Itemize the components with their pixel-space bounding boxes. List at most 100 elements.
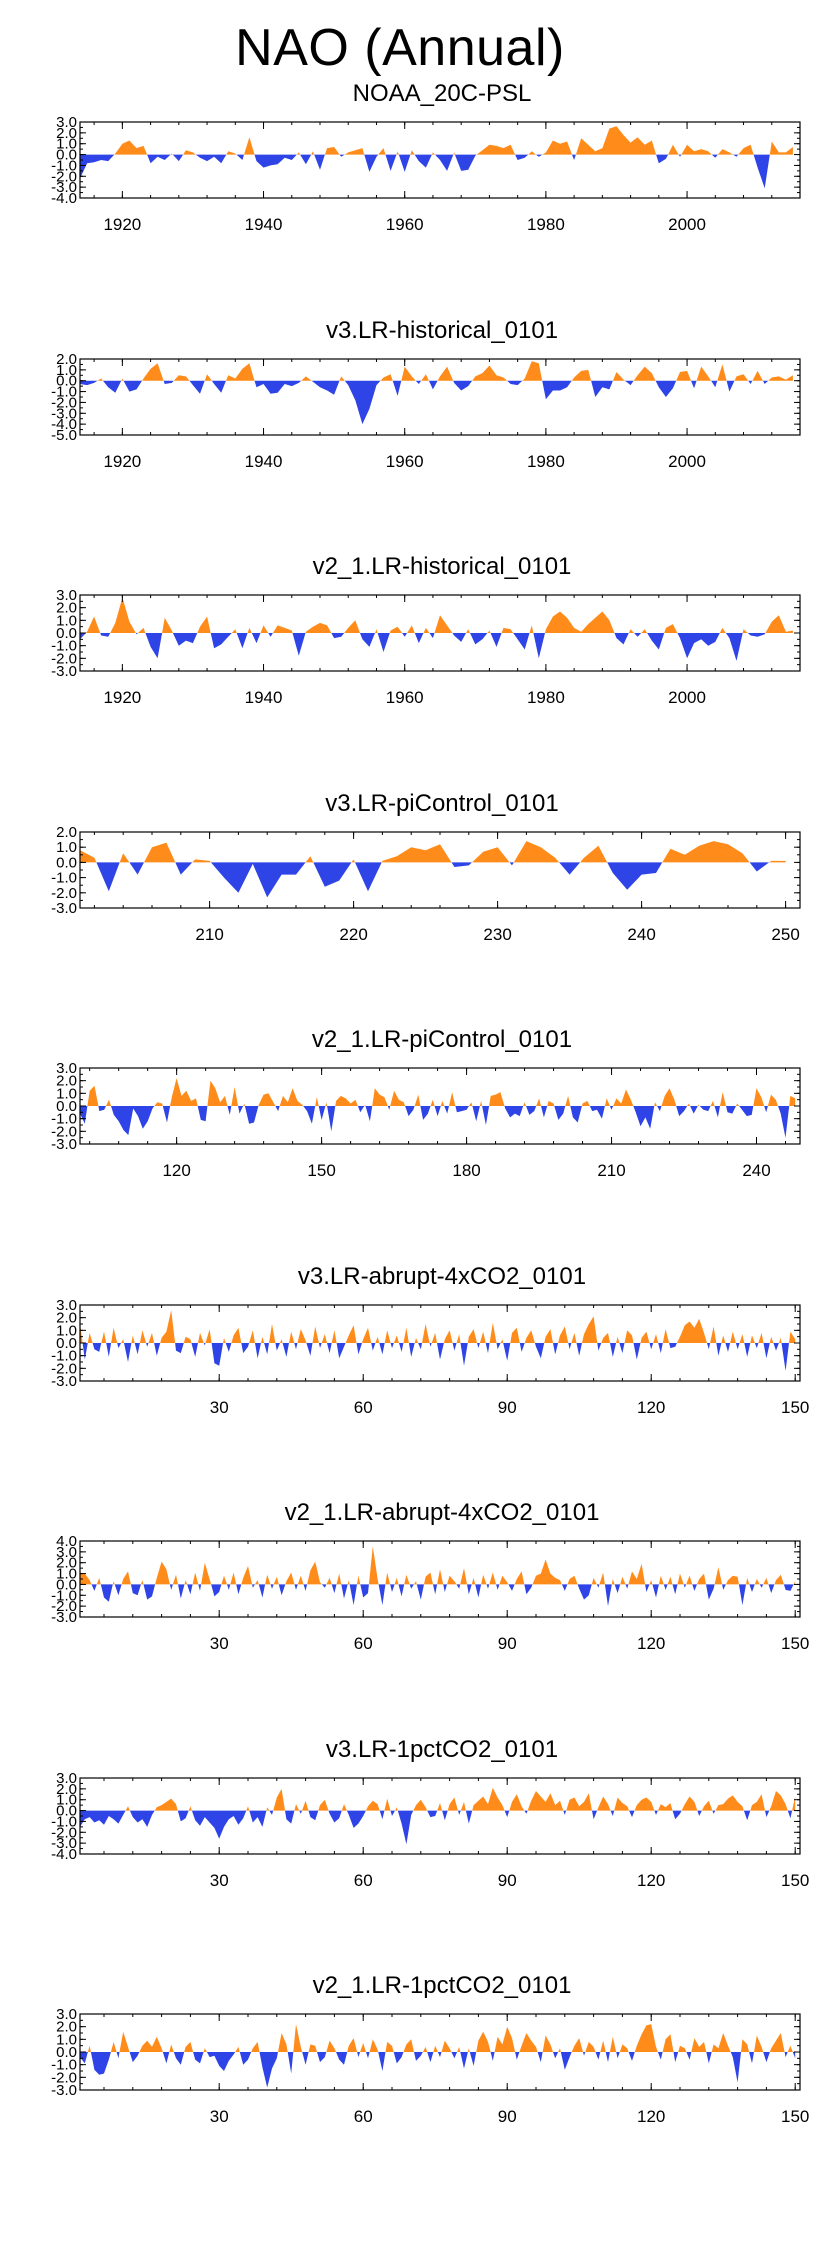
y-tick-label: -2.0 bbox=[51, 1123, 77, 1140]
y-tick-label: -3.0 bbox=[51, 1609, 77, 1626]
plot-frame bbox=[79, 1776, 801, 1855]
y-tick-label: -2.0 bbox=[51, 168, 77, 185]
chart-svg: v3.LR-abrupt-4xCO2_01013.02.01.00.0-1.0-… bbox=[51, 1263, 809, 1417]
x-tick-label: 210 bbox=[597, 1161, 625, 1180]
x-tick-label: 1980 bbox=[527, 215, 565, 234]
x-tick-label: 30 bbox=[210, 1634, 229, 1653]
x-tick-label: 1920 bbox=[103, 452, 141, 471]
y-tick-label: 0.0 bbox=[56, 1802, 77, 1819]
y-tick-label: 0.0 bbox=[56, 1576, 77, 1593]
y-tick-label: 1.0 bbox=[56, 2031, 77, 2048]
y-tick-label: -3.0 bbox=[51, 2082, 77, 2099]
y-tick-label: 2.0 bbox=[56, 1555, 77, 1572]
y-tick-label: 2.0 bbox=[56, 600, 77, 617]
y-tick-label: -3.0 bbox=[51, 1835, 77, 1852]
x-tick-label: 30 bbox=[210, 1398, 229, 1417]
y-tick-label: -2.0 bbox=[51, 1360, 77, 1377]
y-tick-label: -1.0 bbox=[51, 1587, 77, 1604]
y-tick-label: -4.0 bbox=[51, 1846, 77, 1863]
y-tick-label: 2.0 bbox=[56, 1780, 77, 1797]
chart-title: v3.LR-abrupt-4xCO2_0101 bbox=[298, 1263, 586, 1290]
y-tick-label: 0.0 bbox=[56, 625, 77, 642]
x-tick-label: 90 bbox=[498, 1398, 517, 1417]
x-tick-label: 90 bbox=[498, 1634, 517, 1653]
negative-anomaly-area bbox=[80, 1584, 796, 1607]
y-tick-label: 2.0 bbox=[56, 2019, 77, 2036]
chart-panel: v2_1.LR-piControl_0101 3.0 2.0 1.0 0.0 -1.0 -2… bbox=[0, 1018, 829, 1254]
y-tick-label: -2.0 bbox=[51, 1598, 77, 1615]
y-tick-label: -2.0 bbox=[51, 650, 77, 667]
y-tick-label: 0.0 bbox=[56, 1098, 77, 1115]
figure-title: NAO (Annual) bbox=[235, 19, 565, 77]
x-tick-label: 150 bbox=[781, 1871, 809, 1890]
negative-anomaly-area bbox=[80, 1342, 796, 1371]
x-tick-label: 2000 bbox=[668, 215, 706, 234]
positive-anomaly-area bbox=[80, 1309, 796, 1343]
chart-title: NOAA_20C-PSL bbox=[353, 80, 532, 107]
x-tick-label: 150 bbox=[781, 2107, 809, 2126]
x-tick-label: 2000 bbox=[668, 688, 706, 707]
y-tick-label: 3.0 bbox=[56, 1770, 77, 1787]
x-tick-label: 240 bbox=[742, 1161, 770, 1180]
y-tick-label: -3.0 bbox=[51, 900, 77, 917]
y-tick-label: 3.0 bbox=[56, 2006, 77, 2023]
y-tick-label: 1.0 bbox=[56, 361, 77, 378]
positive-anomaly-area bbox=[80, 597, 793, 633]
negative-anomaly-area bbox=[80, 633, 793, 661]
positive-anomaly-area bbox=[80, 360, 793, 381]
x-tick-label: 1940 bbox=[245, 688, 283, 707]
positive-anomaly-area bbox=[80, 2024, 796, 2052]
x-tick-label: 150 bbox=[781, 1634, 809, 1653]
y-tick-label: -1.0 bbox=[51, 157, 77, 174]
negative-anomaly-area bbox=[80, 154, 793, 189]
negative-anomaly-area bbox=[80, 1810, 796, 1844]
chart-panel: v3.LR-piControl_0101 2.0 1.0 0.0 -1.0 -2.0 -3.… bbox=[0, 782, 829, 1018]
y-tick-label: -1.0 bbox=[51, 1347, 77, 1364]
y-tick-label: 3.0 bbox=[56, 587, 77, 604]
y-tick-label: 0.0 bbox=[56, 2044, 77, 2061]
negative-anomaly-area bbox=[80, 1106, 796, 1138]
y-tick-label: 3.0 bbox=[56, 1297, 77, 1314]
x-tick-label: 30 bbox=[210, 1871, 229, 1890]
y-tick-label: 1.0 bbox=[56, 839, 77, 856]
y-tick-label: 1.0 bbox=[56, 1791, 77, 1808]
y-tick-label: 3.0 bbox=[56, 1060, 77, 1077]
y-tick-label: -3.0 bbox=[51, 663, 77, 680]
y-tick-label: -4.0 bbox=[51, 416, 77, 433]
chart-svg: v2_1.LR-piControl_0101 3.02.01.00.0-1.0-2… bbox=[51, 1026, 801, 1180]
y-tick-label: 2.0 bbox=[56, 351, 77, 368]
x-tick-label: 120 bbox=[637, 2107, 665, 2126]
y-tick-label: -3.0 bbox=[51, 405, 77, 422]
chart-svg: v3.LR-1pctCO2_0101 3.02.01.00.0-1.0-2.0-3… bbox=[51, 1736, 809, 1890]
y-tick-label: 1.0 bbox=[56, 136, 77, 153]
chart-title: v3.LR-1pctCO2_0101 bbox=[326, 1736, 558, 1763]
x-tick-label: 1960 bbox=[386, 688, 424, 707]
y-tick-label: 0.0 bbox=[56, 854, 77, 871]
x-tick-label: 120 bbox=[637, 1871, 665, 1890]
x-tick-label: 1920 bbox=[103, 215, 141, 234]
y-tick-label: -4.0 bbox=[51, 190, 77, 207]
chart-title: v3.LR-piControl_0101 bbox=[325, 790, 558, 817]
positive-anomaly-area bbox=[80, 840, 786, 862]
x-tick-label: 120 bbox=[637, 1634, 665, 1653]
positive-anomaly-area bbox=[80, 1078, 796, 1106]
chart-svg: v2_1.LR-abrupt-4xCO2_0101 4.03.02.01.00.0… bbox=[51, 1499, 809, 1653]
x-tick-label: 60 bbox=[354, 2107, 373, 2126]
y-tick-label: 2.0 bbox=[56, 1073, 77, 1090]
y-tick-label: -1.0 bbox=[51, 638, 77, 655]
x-tick-label: 150 bbox=[781, 1398, 809, 1417]
y-tick-label: 0.0 bbox=[56, 372, 77, 389]
chart-panel: v2_1.LR-abrupt-4xCO2_0101 4.0 3.0 2.0 1.0 0.0… bbox=[0, 1491, 829, 1727]
y-tick-label: -2.0 bbox=[51, 394, 77, 411]
y-tick-label: -2.0 bbox=[51, 1824, 77, 1841]
chart-svg: v3.LR-piControl_0101 2.01.00.0-1.0-2.0-3.… bbox=[51, 790, 801, 944]
x-tick-label: 60 bbox=[354, 1871, 373, 1890]
x-tick-label: 1920 bbox=[103, 688, 141, 707]
y-tick-label: 1.0 bbox=[56, 1322, 77, 1339]
x-tick-label: 1940 bbox=[245, 452, 283, 471]
y-tick-label: 2.0 bbox=[56, 1309, 77, 1326]
positive-anomaly-area bbox=[80, 1546, 796, 1585]
x-tick-label: 60 bbox=[354, 1634, 373, 1653]
y-tick-label: -1.0 bbox=[51, 1813, 77, 1830]
